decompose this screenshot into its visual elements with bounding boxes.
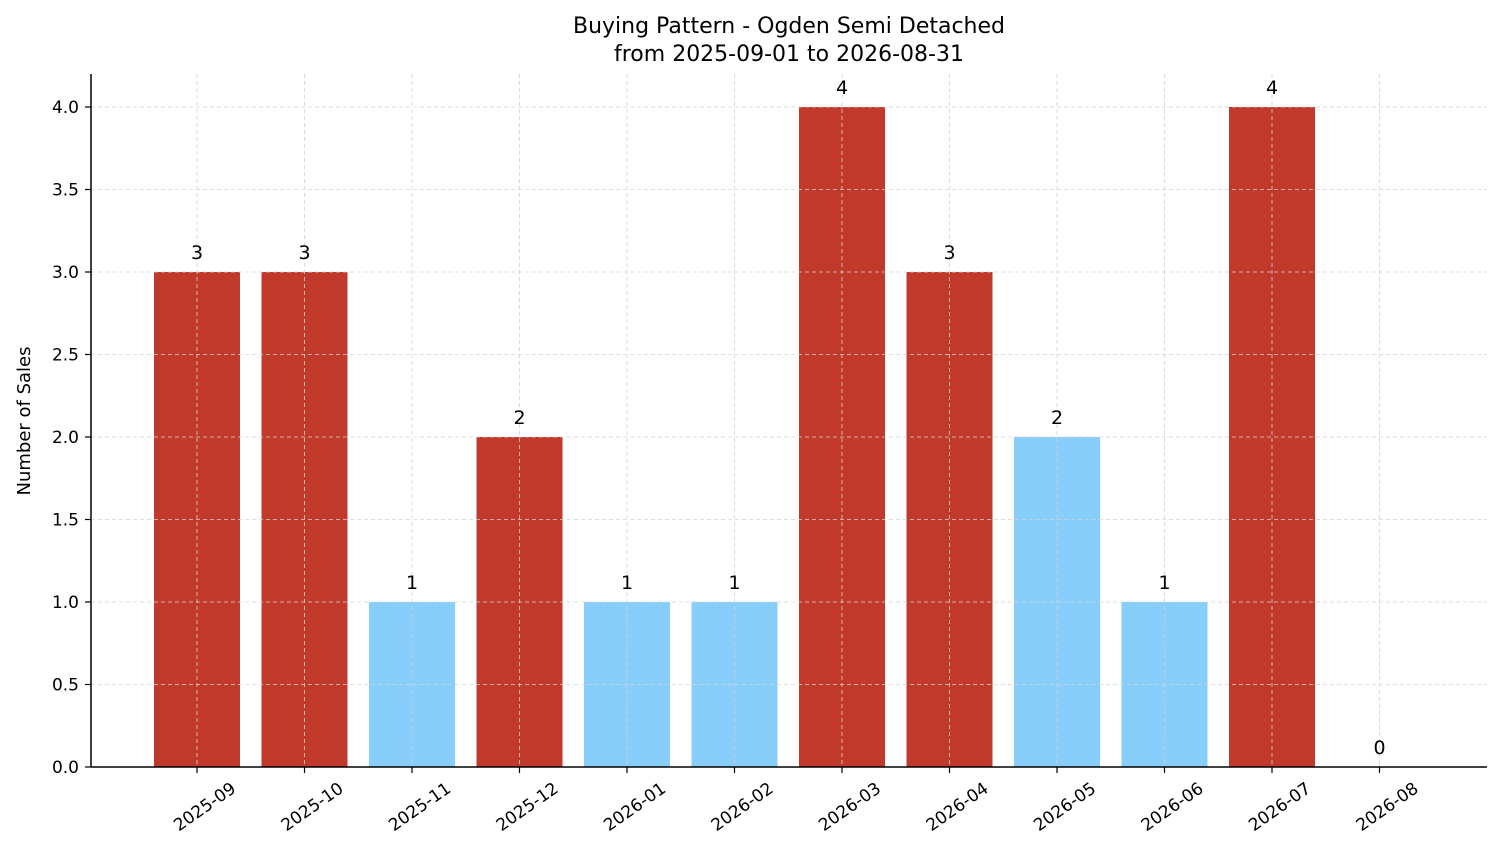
data-label: 3 — [943, 242, 955, 264]
x-tick-label: 2026-01 — [600, 779, 670, 836]
axes — [85, 74, 1487, 773]
y-tick-label: 1.5 — [52, 511, 79, 531]
y-tick-label: 3.0 — [52, 263, 79, 283]
data-label: 2 — [1051, 407, 1063, 429]
bars — [154, 107, 1315, 767]
y-tick-label: 1.0 — [52, 593, 79, 613]
x-tick-label: 2026-05 — [1030, 779, 1100, 836]
y-tick-label: 3.5 — [52, 181, 79, 201]
y-tick-label: 2.0 — [52, 428, 79, 448]
x-tick-label: 2025-11 — [385, 779, 455, 836]
x-tick-label: 2025-10 — [278, 779, 348, 836]
data-label: 1 — [1158, 572, 1170, 594]
y-tick-label: 0.0 — [52, 758, 79, 778]
x-tick-label: 2026-04 — [923, 779, 993, 836]
chart-title: Buying Pattern - Ogden Semi Detached — [573, 14, 1005, 39]
data-label: 3 — [298, 242, 310, 264]
data-label: 0 — [1373, 737, 1385, 759]
y-tick-label: 2.5 — [52, 346, 79, 366]
x-tick-label: 2026-06 — [1138, 779, 1208, 836]
x-tick-label: 2026-07 — [1245, 779, 1315, 836]
data-label: 1 — [728, 572, 740, 594]
x-tick-label: 2026-02 — [708, 779, 778, 836]
data-label: 4 — [836, 77, 848, 99]
chart-subtitle: from 2025-09-01 to 2026-08-31 — [614, 42, 964, 67]
data-label: 4 — [1266, 77, 1278, 99]
y-axis-label: Number of Sales — [14, 346, 35, 495]
y-tick-label: 0.5 — [52, 676, 79, 696]
data-label: 1 — [406, 572, 418, 594]
x-tick-label: 2026-03 — [815, 779, 885, 836]
x-tick-label: 2026-08 — [1353, 779, 1423, 836]
data-label: 1 — [621, 572, 633, 594]
x-tick-label: 2025-12 — [493, 779, 563, 836]
data-label: 2 — [513, 407, 525, 429]
y-tick-label: 4.0 — [52, 98, 79, 118]
data-label: 3 — [191, 242, 203, 264]
x-tick-label: 2025-09 — [170, 779, 240, 836]
